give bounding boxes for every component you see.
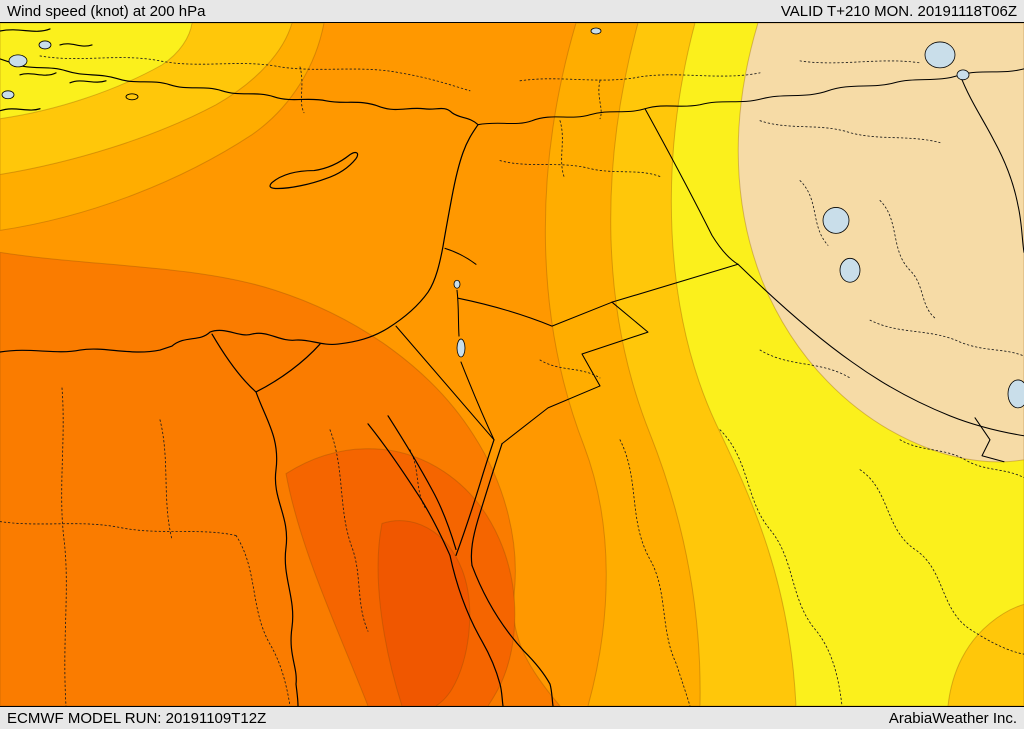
valid-time-label: VALID T+210 MON. 20191118T06Z — [780, 2, 1017, 20]
country-borders — [395, 68, 1024, 463]
wind-speed-map — [0, 22, 1024, 707]
coastlines — [0, 28, 554, 706]
wind-field-bands — [0, 23, 1024, 706]
footer-bar: ECMWF MODEL RUN: 20191109T12Z ArabiaWeat… — [0, 707, 1024, 729]
lakes — [1, 27, 1024, 409]
admin-boundaries — [0, 55, 1024, 706]
map-title: Wind speed (knot) at 200 hPa — [7, 2, 206, 20]
model-run-label: ECMWF MODEL RUN: 20191109T12Z — [7, 709, 267, 727]
map-canvas — [0, 23, 1024, 706]
header-bar: Wind speed (knot) at 200 hPa VALID T+210… — [0, 0, 1024, 22]
brand-label: ArabiaWeather Inc. — [888, 709, 1017, 727]
